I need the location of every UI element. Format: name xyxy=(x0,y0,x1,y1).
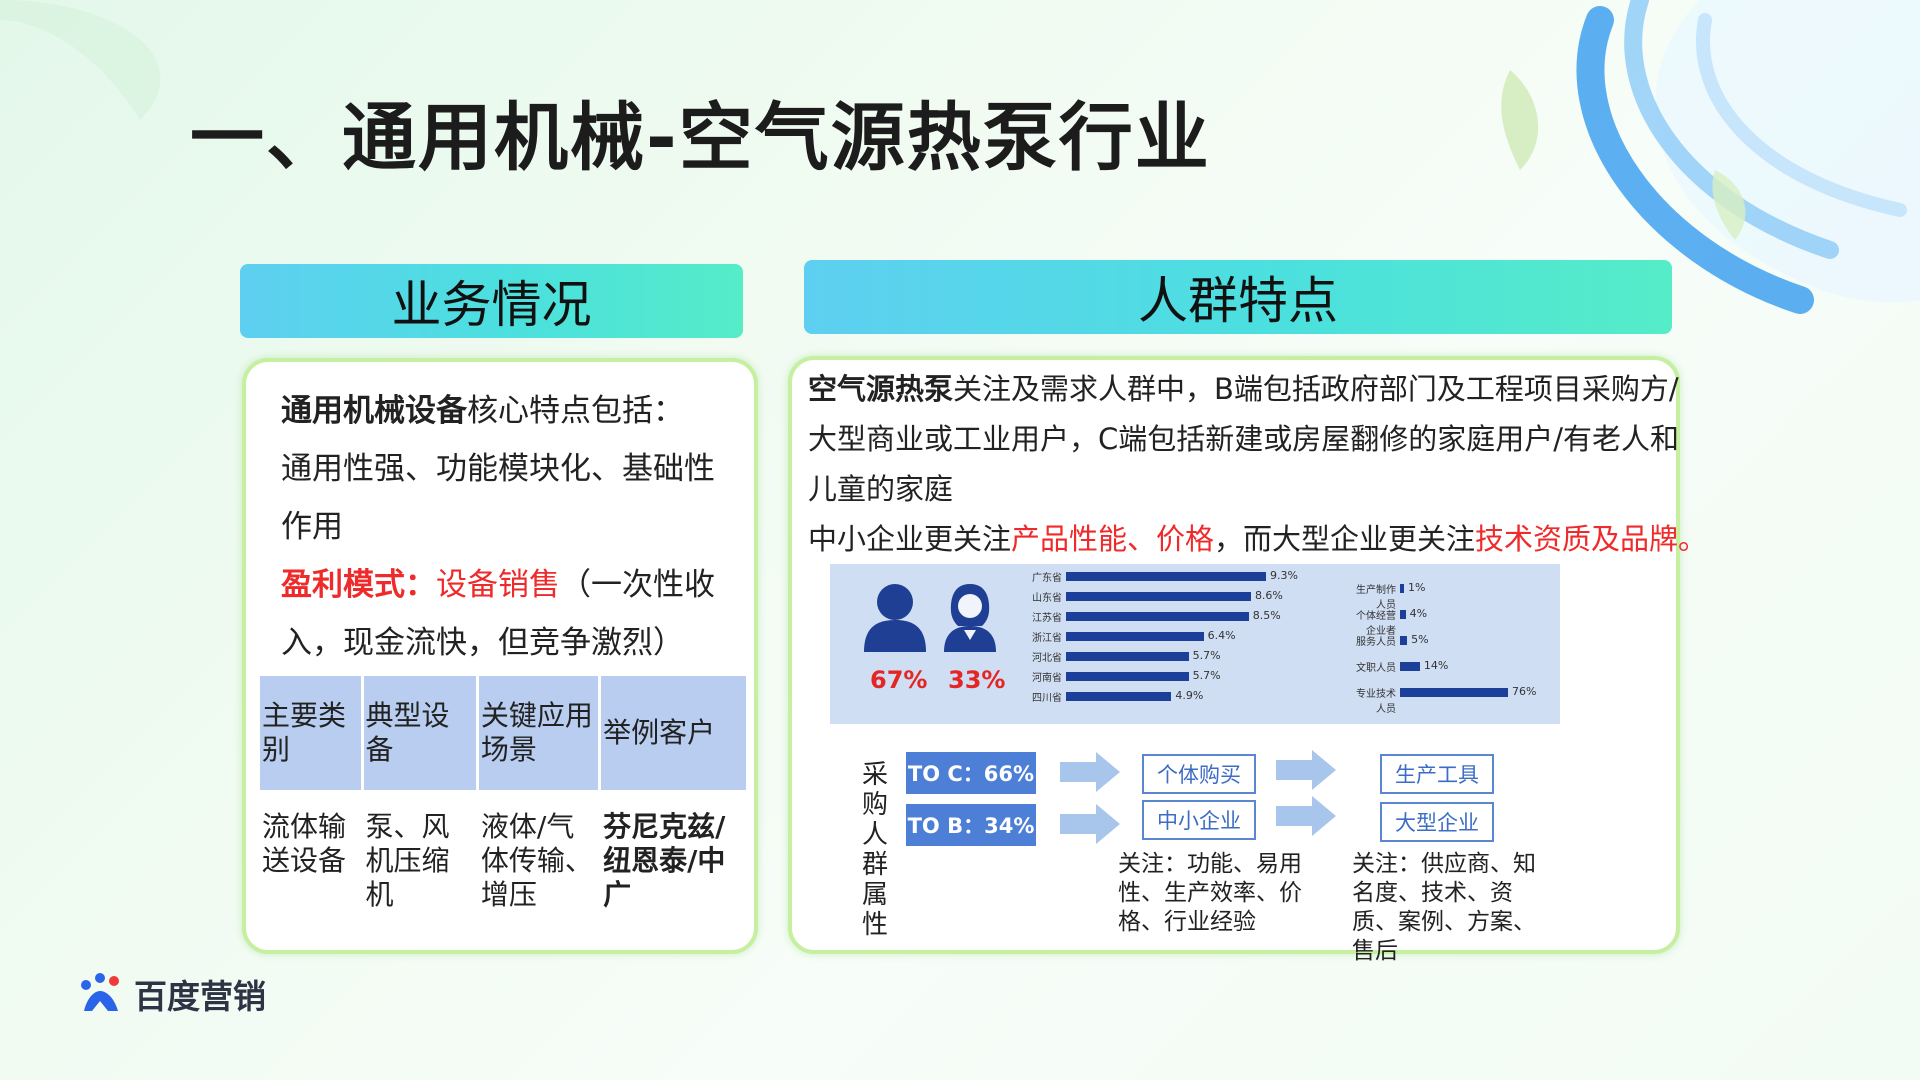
intro-line-3: 作用 xyxy=(281,509,343,545)
audience-card: 空气源热泵关注及需求人群中，B端包括政府部门及工程项目采购方/ 大型商业或工业用… xyxy=(788,356,1707,964)
bar xyxy=(1066,692,1172,701)
bar xyxy=(1066,592,1251,601)
intro-line-1: 通用机械设备核心特点包括： xyxy=(281,382,741,440)
sme-box: 中小企业 xyxy=(1142,800,1256,840)
table-cell: 液体/气体传输、增压 xyxy=(480,810,593,911)
para2-line: 中小企业更关注产品性能、价格，而大型企业更关注技术资质及品牌。 xyxy=(808,514,1707,564)
arrow-right-icon xyxy=(1276,750,1336,790)
bar xyxy=(1066,652,1189,661)
audience-header: 人群特点 xyxy=(804,260,1672,334)
bar-label: 江苏省 xyxy=(1032,613,1062,624)
bar-label: 生产制作人员 xyxy=(1356,585,1396,611)
profit-line-1: 盈利模式：设备销售（一次性收 xyxy=(281,556,741,614)
male-user-icon xyxy=(864,584,926,652)
profit-rest: （一次性收 xyxy=(560,567,715,603)
para1-line-2: 大型商业或工业用户，C端包括新建或房屋翻修的家庭用户/有老人和 xyxy=(808,422,1680,456)
bar-label: 广东省 xyxy=(1032,573,1062,584)
profit-value: 设备销售 xyxy=(436,567,560,603)
baidu-paw-icon xyxy=(81,973,119,1011)
business-card: 通用机械设备核心特点包括： 通用性强、功能模块化、基础性 作用 盈利模式：设备销… xyxy=(242,358,758,954)
bar-label: 个体经营企业者 xyxy=(1356,611,1396,637)
bar-label: 山东省 xyxy=(1032,593,1062,604)
para2-red1: 产品性能、价格 xyxy=(1011,522,1215,556)
flow-left-label: 采购人群属性 xyxy=(861,760,888,940)
bar-value: 5% xyxy=(1411,633,1429,646)
arrow-right-icon xyxy=(1060,804,1120,844)
bar-label: 浙江省 xyxy=(1032,633,1062,644)
individual-purchase-box: 个体购买 xyxy=(1142,754,1256,794)
slide-title: 一、通用机械-空气源热泵行业 xyxy=(190,95,1211,181)
table-cell: 泵、风机压缩机 xyxy=(365,810,450,911)
bar-label: 专业技术人员 xyxy=(1356,689,1396,715)
bar-value: 4% xyxy=(1409,607,1428,620)
bar-value: 9.3% xyxy=(1270,569,1298,582)
large-enterprise-box: 大型企业 xyxy=(1380,802,1494,842)
table-row: 流体输送设备 泵、风机压缩机 液体/气体传输、增压 芬尼克兹/纽恩泰/中广 xyxy=(260,794,746,960)
business-header: 业务情况 xyxy=(240,264,743,338)
bar-value: 76% xyxy=(1512,685,1537,698)
table-header-cell: 典型设备 xyxy=(363,676,476,790)
bar-value: 14% xyxy=(1423,659,1449,672)
table-header-row: 主要类别 典型设备 关键应用场景 举例客户 xyxy=(260,676,746,790)
intro-line-2: 通用性强、功能模块化、基础性 xyxy=(281,451,715,487)
sme-focus-note: 关注：功能、易用性、生产效率、价格、行业经验 xyxy=(1118,851,1302,935)
brand-logo: 百度营销 xyxy=(76,970,266,1018)
bar-label: 河北省 xyxy=(1032,653,1062,664)
female-percent: 33% xyxy=(948,666,1006,694)
production-tool-box: 生产工具 xyxy=(1380,754,1494,794)
bar xyxy=(1400,636,1408,645)
bar xyxy=(1066,612,1249,621)
table-header-cell: 举例客户 xyxy=(601,676,746,790)
profit-label: 盈利模式： xyxy=(281,567,436,603)
para2-mid: ，而大型企业更关注 xyxy=(1214,522,1476,556)
table-header-cell: 关键应用场景 xyxy=(478,676,599,790)
bar-value: 4.9% xyxy=(1175,689,1204,702)
bar-value: 8.5% xyxy=(1252,609,1281,622)
bar-value: 5.7% xyxy=(1192,649,1221,662)
bar xyxy=(1400,610,1406,619)
para1-line-1: 空气源热泵关注及需求人群中，B端包括政府部门及工程项目采购方/ xyxy=(808,364,1679,414)
intro-bold: 通用机械设备 xyxy=(281,393,467,429)
bar-label: 服务人员 xyxy=(1356,637,1396,648)
bar-label: 文职人员 xyxy=(1356,663,1396,674)
para2-start: 中小企业更关注 xyxy=(808,522,1012,556)
profit-line-2: 入，现金流快，但竞争激烈） xyxy=(281,625,684,661)
bar-value: 6.4% xyxy=(1207,629,1236,642)
bar-value: 5.7% xyxy=(1192,669,1221,682)
table-header-cell: 主要类别 xyxy=(260,676,361,790)
brand-name: 百度营销 xyxy=(134,977,266,1016)
bar xyxy=(1400,662,1420,671)
to-b-tag: TO B：34% xyxy=(906,804,1036,846)
arrow-right-icon xyxy=(1060,752,1120,792)
audience-stats-panel: 67% 33% 广东省 9.3% 山东省 8.6% 江苏省 8.5% 浙江省 6.4% 河北省 5… xyxy=(830,564,1560,724)
bar-value: 8.6% xyxy=(1254,589,1283,602)
bar-label: 四川省 xyxy=(1032,693,1062,704)
arrow-right-icon xyxy=(1276,796,1336,836)
large-enterprise-focus-note: 关注：供应商、知名度、技术、资质、案例、方案、售后 xyxy=(1352,851,1536,964)
to-c-tag: TO C：66% xyxy=(906,752,1036,794)
table-cell: 芬尼克兹/纽恩泰/中广 xyxy=(603,810,726,911)
bar xyxy=(1066,672,1189,681)
intro-rest: 核心特点包括： xyxy=(467,393,684,429)
bar-label: 河南省 xyxy=(1032,673,1062,684)
bar xyxy=(1066,572,1266,581)
bar-value: 1% xyxy=(1408,581,1426,594)
para1-bold: 空气源热泵 xyxy=(808,372,954,406)
bar xyxy=(1400,584,1404,593)
bar xyxy=(1400,688,1508,697)
male-percent: 67% xyxy=(870,666,928,694)
para1-line-3: 儿童的家庭 xyxy=(808,472,954,506)
female-user-icon xyxy=(944,584,996,652)
bar xyxy=(1066,632,1204,641)
para2-red2: 技术资质及品牌。 xyxy=(1475,522,1708,556)
table-cell: 流体输送设备 xyxy=(262,810,347,877)
para1-rest: 关注及需求人群中，B端包括政府部门及工程项目采购方/ xyxy=(953,372,1679,406)
